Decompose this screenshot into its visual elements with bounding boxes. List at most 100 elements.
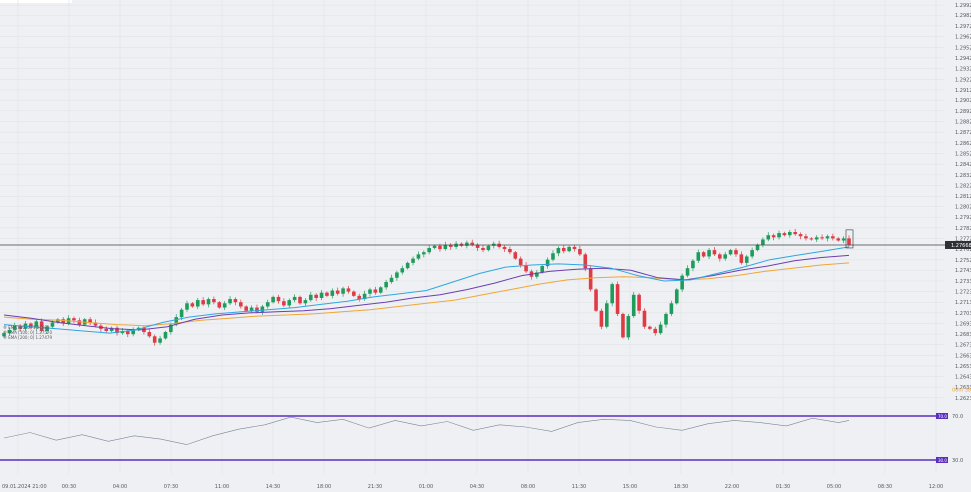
y-tick-label: 1.28029 bbox=[955, 205, 971, 211]
x-tick-label: 21:30 bbox=[368, 484, 382, 490]
candle-up bbox=[319, 292, 324, 298]
candle-up bbox=[271, 296, 275, 303]
y-tick-label: 1.27528 bbox=[955, 258, 971, 264]
candle-down bbox=[239, 302, 243, 307]
candle-up bbox=[631, 294, 636, 317]
candle-up bbox=[610, 284, 614, 304]
y-tick-label: 1.29827 bbox=[955, 13, 971, 19]
candle-up bbox=[605, 303, 609, 327]
candle-up bbox=[405, 262, 410, 269]
candle-up bbox=[368, 289, 372, 294]
candle-down bbox=[93, 322, 98, 326]
candle-down bbox=[701, 252, 706, 257]
candle-down bbox=[588, 268, 593, 290]
candle-up bbox=[50, 322, 55, 327]
candle-down bbox=[190, 303, 195, 307]
legend-entry: ® EMA [200; 0] 1.27479 bbox=[3, 335, 52, 340]
x-tick-label: 01:00 bbox=[419, 484, 433, 490]
candle-up bbox=[707, 250, 711, 257]
candle-up bbox=[395, 272, 399, 278]
y-tick-label: 1.26232 bbox=[955, 396, 971, 402]
x-tick-label: 07:30 bbox=[164, 484, 178, 490]
candle-down bbox=[29, 323, 33, 328]
y-tick-label: 1.26531 bbox=[955, 364, 971, 370]
sma100-line bbox=[3, 254, 850, 331]
y-tick-label: 1.28226 bbox=[955, 184, 971, 190]
candle-down bbox=[508, 249, 512, 253]
candle-up bbox=[664, 313, 668, 325]
candle-up bbox=[384, 282, 388, 288]
candle-up bbox=[766, 235, 771, 240]
candle-down bbox=[718, 254, 722, 259]
y-tick-label: 1.27431 bbox=[955, 268, 971, 274]
y-tick-label: 1.29626 bbox=[955, 35, 971, 41]
candle-down bbox=[712, 250, 717, 255]
top-left-tab bbox=[0, 0, 72, 3]
candle-up bbox=[744, 256, 749, 263]
candle-up bbox=[755, 244, 760, 251]
candle-down bbox=[637, 294, 641, 311]
last-price-label: 1.27668 bbox=[951, 243, 971, 249]
candle-up bbox=[362, 293, 367, 300]
candle-up bbox=[728, 250, 733, 255]
candle-down bbox=[152, 336, 157, 343]
current-candle-highlight bbox=[845, 229, 854, 249]
candle-up bbox=[308, 294, 313, 301]
candle-up bbox=[567, 246, 571, 252]
x-tick-label: 08:00 bbox=[521, 484, 535, 490]
candle-down bbox=[115, 327, 119, 334]
candle-up bbox=[158, 338, 162, 343]
candle-down bbox=[357, 295, 362, 300]
y-tick-label: 1.26431 bbox=[955, 375, 971, 381]
candle-up bbox=[7, 329, 12, 334]
candle-up bbox=[222, 303, 227, 308]
candle-down bbox=[583, 254, 588, 269]
y-tick-label: 1.27628 bbox=[955, 247, 971, 253]
candle-down bbox=[599, 310, 604, 327]
candle-down bbox=[771, 235, 776, 238]
candle-down bbox=[147, 332, 152, 337]
candle-down bbox=[648, 326, 652, 329]
candle-up bbox=[814, 237, 819, 240]
x-tick-label: 12:00 bbox=[929, 484, 943, 490]
candle-down bbox=[346, 288, 351, 292]
ema50-line bbox=[3, 246, 850, 334]
candle-up bbox=[422, 252, 426, 255]
candle-down bbox=[518, 258, 523, 265]
y-tick-label: 1.28327 bbox=[955, 173, 971, 179]
x-tick-label: 00:30 bbox=[62, 484, 76, 490]
candle-down bbox=[39, 321, 44, 331]
x-tick-label: 18:30 bbox=[674, 484, 688, 490]
candle-up bbox=[626, 316, 631, 338]
candle-down bbox=[820, 237, 824, 239]
candle-down bbox=[61, 319, 66, 324]
candle-down bbox=[615, 284, 620, 314]
candle-down bbox=[448, 244, 453, 247]
candle-up bbox=[378, 287, 383, 293]
candle-down bbox=[513, 252, 518, 259]
y-tick-label: 1.27729 bbox=[955, 236, 971, 242]
candle-up bbox=[432, 245, 437, 248]
y-tick-label: 1.27829 bbox=[955, 226, 971, 232]
candle-down bbox=[212, 299, 216, 303]
y-tick-label: 1.26731 bbox=[955, 343, 971, 349]
y-tick-label: 1.29526 bbox=[955, 45, 971, 51]
candle-up bbox=[427, 247, 431, 253]
y-tick-label: 1.28126 bbox=[955, 194, 971, 200]
y-tick-label: 1.28728 bbox=[955, 130, 971, 136]
candle-up bbox=[545, 259, 550, 267]
legend-entry: ® SMA [100; 0] 1.27570 bbox=[3, 330, 52, 335]
candle-down bbox=[524, 264, 528, 272]
candle-down bbox=[809, 238, 814, 240]
y-tick-label: 1.28929 bbox=[955, 109, 971, 115]
y-tick-label: 1.28527 bbox=[955, 152, 971, 158]
rsi-upper-badge bbox=[936, 413, 948, 419]
candle-up bbox=[696, 252, 701, 261]
candle-up bbox=[12, 325, 17, 330]
countdown-label: 06m 38s bbox=[952, 388, 971, 394]
candle-down bbox=[233, 299, 238, 303]
candle-up bbox=[556, 247, 561, 254]
candle-down bbox=[282, 301, 286, 306]
